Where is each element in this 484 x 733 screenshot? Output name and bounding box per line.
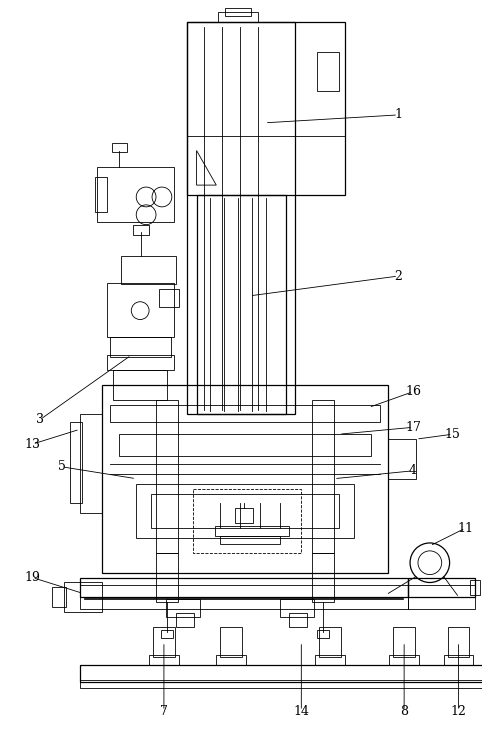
Text: 16: 16 (404, 386, 420, 398)
Bar (80, 578, 407, 597)
Bar (106, 355, 173, 370)
Bar (113, 370, 166, 399)
Text: 14: 14 (293, 704, 309, 718)
Text: 5: 5 (58, 460, 66, 474)
Bar (220, 627, 242, 657)
Bar (109, 405, 379, 422)
Bar (215, 526, 289, 536)
Bar (220, 536, 279, 544)
Text: 2: 2 (393, 270, 401, 282)
Bar (225, 8, 250, 16)
Bar (393, 627, 414, 657)
Bar (166, 600, 200, 617)
Bar (289, 613, 307, 627)
Bar (443, 655, 472, 665)
Text: 1: 1 (393, 108, 401, 122)
Bar (469, 580, 479, 595)
Bar (186, 22, 344, 195)
Bar (151, 493, 338, 528)
Bar (136, 484, 353, 538)
Bar (109, 337, 170, 357)
Bar (407, 597, 474, 609)
Bar (149, 655, 179, 665)
Bar (317, 51, 338, 91)
Bar (159, 289, 179, 306)
Bar (175, 613, 193, 627)
Bar (80, 665, 484, 682)
Bar (235, 509, 252, 523)
Bar (156, 553, 177, 603)
Text: 19: 19 (25, 571, 40, 584)
Bar (111, 143, 127, 152)
Text: 3: 3 (36, 413, 44, 426)
Bar (156, 399, 177, 553)
Bar (80, 680, 484, 688)
Bar (279, 600, 314, 617)
Bar (312, 399, 333, 553)
Bar (70, 422, 82, 504)
Bar (80, 597, 407, 609)
Text: 12: 12 (450, 704, 466, 718)
Bar (80, 414, 102, 513)
Bar (64, 583, 102, 612)
Text: 4: 4 (408, 464, 416, 477)
Bar (52, 587, 66, 607)
Bar (196, 195, 285, 414)
Bar (216, 655, 245, 665)
Bar (94, 177, 106, 212)
Bar (121, 257, 175, 284)
Bar (407, 578, 474, 597)
Bar (133, 224, 149, 235)
Text: 13: 13 (24, 438, 40, 451)
Bar (389, 655, 418, 665)
Bar (119, 434, 370, 456)
Bar (218, 12, 257, 22)
Bar (161, 630, 172, 638)
Text: 15: 15 (444, 428, 459, 441)
Bar (186, 22, 295, 414)
Bar (106, 283, 173, 337)
Bar (102, 385, 388, 572)
Bar (447, 627, 469, 657)
Text: 17: 17 (404, 421, 420, 434)
Bar (317, 630, 328, 638)
Bar (312, 553, 333, 603)
Text: 7: 7 (160, 704, 167, 718)
Bar (96, 167, 173, 221)
Bar (388, 439, 415, 479)
Bar (153, 627, 174, 657)
Bar (315, 655, 344, 665)
Bar (318, 627, 340, 657)
Text: 11: 11 (456, 522, 472, 534)
Bar (192, 489, 301, 553)
Text: 8: 8 (399, 704, 407, 718)
